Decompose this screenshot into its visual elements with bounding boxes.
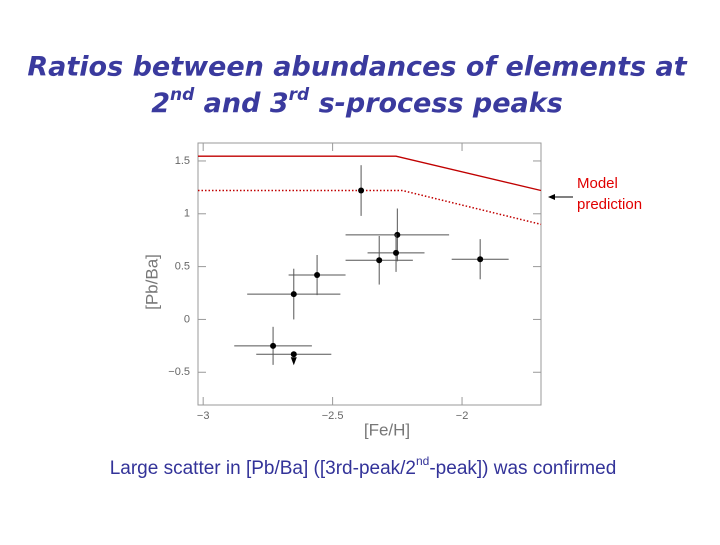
annotation: prediction [577,196,642,213]
data-point [358,187,365,194]
title-text: 2 [151,88,170,119]
x-tick-label: −2.5 [322,410,344,422]
data-point [270,342,277,349]
data-point [314,272,321,279]
superscript: rd [289,85,310,105]
data-point [290,351,297,358]
annotation-arrowhead [548,194,555,200]
y-tick-label: 1 [184,208,190,220]
plot-frame [197,142,542,406]
data-point [393,249,400,256]
model-line [198,189,542,226]
caption: Large scatter in [Pb/Ba] ([3rd-peak/2nd-… [110,454,617,479]
data-point [376,257,383,264]
x-tick-label: −2 [456,410,469,422]
model-line [198,155,542,192]
x-axis-label: [Fe/H] [364,420,410,439]
y-tick-label: 0 [184,313,190,325]
title-line: 2nd and 3rd s-process peaks [151,85,563,119]
y-axis-label: [Pb/Ba] [142,254,161,310]
y-tick-label: 1.5 [175,155,190,167]
title-text: s-process peaks [309,88,563,119]
x-tick-label: −3 [197,410,210,422]
y-tick-label: 0.5 [175,261,190,273]
data-point [477,256,484,263]
caption-text: Large scatter in [Pb/Ba] ([3rd-peak/2 [110,458,416,479]
data-point [394,231,401,238]
upper-limit-arrow [290,357,297,366]
annotation: Model [577,175,618,192]
superscript: nd [416,454,429,468]
superscript: nd [170,85,195,105]
title-line: Ratios between abundances of elements at [27,52,687,83]
title-text: and 3 [194,88,288,119]
data-point [290,291,297,298]
y-tick-label: −0.5 [168,366,190,378]
caption-text: -peak]) was confirmed [429,458,616,479]
